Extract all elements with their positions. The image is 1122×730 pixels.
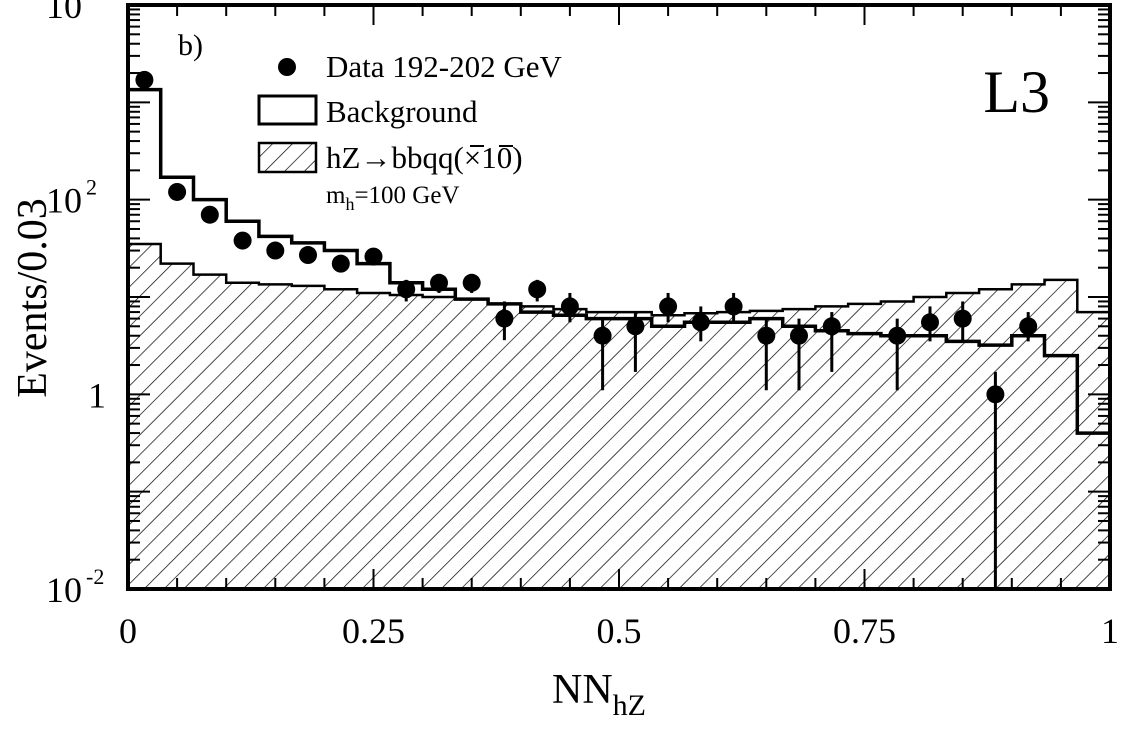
data-point — [200, 205, 219, 224]
legend-background-swatch — [257, 94, 318, 126]
y-axis-ticks: 104102110-2 — [46, 0, 1110, 610]
experiment-label: L3 — [983, 59, 1050, 125]
data-point — [888, 326, 907, 345]
data-point — [790, 326, 809, 345]
x-axis-ticks: 0 0.25 0.5 0.75 1 — [119, 5, 1119, 651]
data-point — [364, 247, 383, 266]
y-tick-exponent: 2 — [86, 175, 97, 200]
data-point — [397, 280, 416, 299]
y-tick-label: 10 — [46, 0, 82, 26]
data-points — [135, 70, 1038, 589]
legend-data-label: Data 192-202 GeV — [326, 49, 562, 84]
x-tick-label: 0.25 — [342, 611, 405, 651]
data-point — [691, 313, 710, 332]
data-point — [560, 297, 579, 316]
data-point — [920, 313, 939, 332]
panel-label: b) — [178, 29, 203, 62]
y-tick-exponent: -2 — [86, 564, 104, 589]
background-histogram — [128, 87, 1110, 435]
data-point — [757, 326, 776, 345]
data-point — [135, 70, 154, 89]
x-tick-label: 1 — [1101, 611, 1119, 651]
data-point — [1019, 317, 1038, 336]
data-point — [233, 231, 252, 250]
data-point — [724, 297, 743, 316]
x-tick-label: 0 — [119, 611, 137, 651]
x-axis-title: NNhZ — [552, 667, 646, 722]
legend-background-label: Background — [326, 94, 478, 129]
data-point — [168, 182, 187, 201]
signal-hatched-area — [128, 242, 1110, 589]
data-point — [953, 309, 972, 328]
legend-signal-swatch — [257, 141, 318, 174]
data-point — [331, 254, 350, 273]
x-tick-label: 0.75 — [833, 611, 896, 651]
data-point — [659, 297, 678, 316]
y-tick-label: 10 — [46, 181, 82, 221]
y-tick-label: 1 — [88, 375, 106, 415]
data-point — [429, 273, 448, 292]
x-tick-label: 0.5 — [597, 611, 642, 651]
data-point — [626, 317, 645, 336]
y-tick-exponent: 4 — [86, 0, 97, 5]
data-point — [495, 309, 514, 328]
y-tick-label: 10 — [46, 570, 82, 610]
data-point — [528, 280, 547, 299]
data-point — [593, 326, 612, 345]
y-axis-title: Events/0.03 — [10, 198, 56, 397]
legend-data-marker — [278, 58, 296, 76]
data-point — [266, 241, 285, 260]
data-point — [462, 273, 481, 292]
data-point — [822, 317, 841, 336]
data-point — [299, 246, 318, 265]
legend-mass-label: mh=100 GeV — [326, 182, 460, 214]
legend-signal-label: hZ→bbqq(×10) — [326, 140, 523, 175]
legend: Data 192-202 GeV Background hZ→bbqq(×10)… — [257, 49, 562, 214]
data-point — [986, 385, 1005, 404]
